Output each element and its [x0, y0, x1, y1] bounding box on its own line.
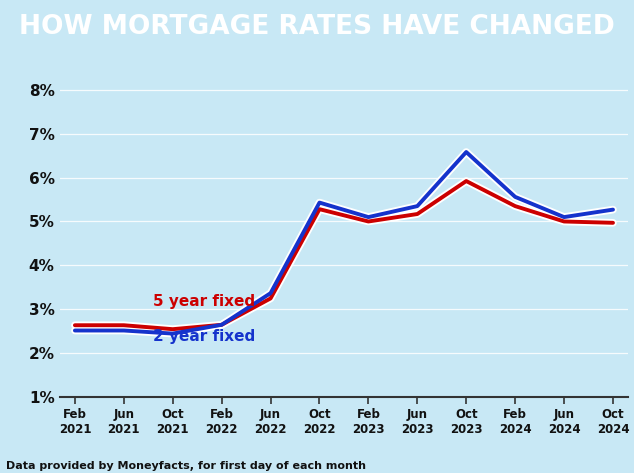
Text: Data provided by Moneyfacts, for first day of each month: Data provided by Moneyfacts, for first d… — [6, 461, 366, 471]
Text: 5 year fixed: 5 year fixed — [153, 294, 256, 309]
Text: 2 year fixed: 2 year fixed — [153, 329, 256, 344]
Text: HOW MORTGAGE RATES HAVE CHANGED: HOW MORTGAGE RATES HAVE CHANGED — [19, 14, 615, 40]
